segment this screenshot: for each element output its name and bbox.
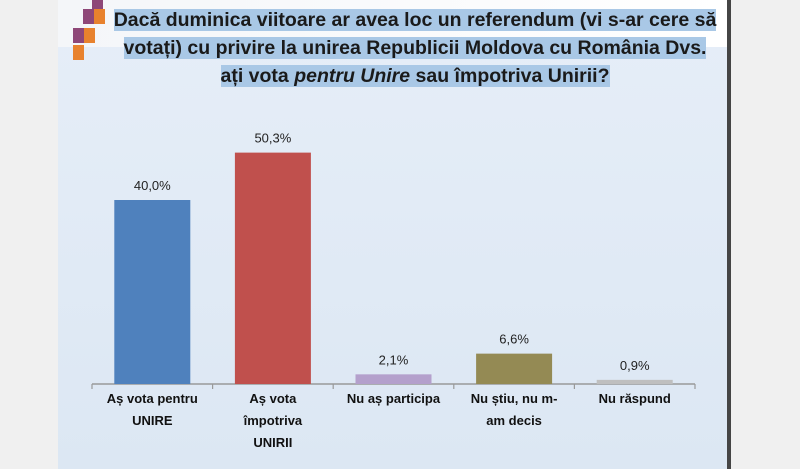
category-label: Nu știu, nu m- bbox=[471, 391, 558, 406]
category-label: Nu aș participa bbox=[347, 391, 441, 406]
chart-title: Dacă duminica viitoare ar avea loc un re… bbox=[110, 6, 720, 90]
window-border bbox=[727, 0, 731, 469]
category-label: împotriva bbox=[243, 413, 303, 428]
bar bbox=[114, 200, 191, 384]
data-label: 6,6% bbox=[499, 332, 529, 347]
category-label: Aș vota pentru bbox=[107, 391, 198, 406]
data-label: 40,0% bbox=[134, 178, 171, 193]
bar bbox=[476, 353, 553, 384]
data-label: 0,9% bbox=[620, 358, 650, 373]
title-text-end: sau împotriva Unirii? bbox=[410, 65, 610, 87]
data-label: 2,1% bbox=[379, 352, 409, 367]
bar bbox=[355, 374, 432, 384]
category-label: UNIRII bbox=[253, 435, 292, 450]
bar bbox=[234, 152, 311, 384]
data-label: 50,3% bbox=[254, 131, 291, 146]
category-label: Aș vota bbox=[249, 391, 297, 406]
bar bbox=[596, 379, 673, 384]
category-label: am decis bbox=[486, 413, 542, 428]
category-label: UNIRE bbox=[132, 413, 173, 428]
category-label: Nu răspund bbox=[599, 391, 671, 406]
title-emphasis: pentru Unire bbox=[294, 65, 411, 87]
